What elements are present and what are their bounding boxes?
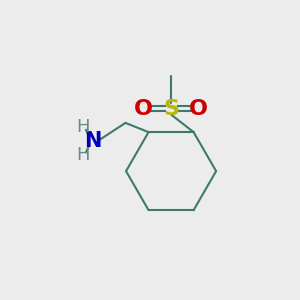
Text: H: H [76, 146, 90, 164]
Text: O: O [189, 99, 208, 119]
Text: O: O [134, 99, 153, 119]
Text: S: S [163, 99, 179, 119]
Text: N: N [84, 131, 101, 151]
Text: H: H [76, 118, 90, 136]
